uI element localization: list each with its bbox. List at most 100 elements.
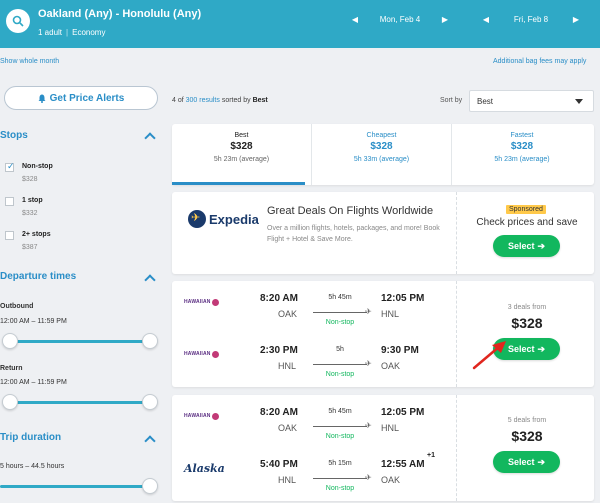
prev-depart-date-button[interactable]: ◀ — [351, 14, 359, 24]
ad-title: Great Deals On Flights Worldwide — [267, 205, 434, 217]
stops-label: Non-stop — [325, 371, 355, 378]
stop-option-label: Non-stop — [22, 163, 53, 170]
expedia-logo: Expedia — [188, 210, 259, 228]
outbound-slider-max-handle[interactable] — [142, 333, 158, 349]
duration-slider-max-handle[interactable] — [142, 478, 158, 494]
chevron-up-icon[interactable] — [144, 274, 156, 286]
results-total-link[interactable]: 300 results — [185, 97, 220, 104]
duration-slider-track[interactable] — [0, 485, 151, 488]
stop-option-label: 2+ stops — [22, 231, 51, 238]
tab-fastest[interactable]: Fastest $328 5h 23m (average) — [452, 124, 592, 185]
return-date[interactable]: Fri, Feb 8 — [513, 14, 549, 24]
trip-duration-range: 5 hours – 44.5 hours — [0, 463, 65, 470]
trip-meta[interactable]: 1 adult | Economy — [38, 28, 105, 37]
return-slider-min-handle[interactable] — [2, 394, 18, 410]
expedia-brand: Expedia — [209, 211, 259, 227]
price-alerts-button[interactable]: Get Price Alerts — [4, 86, 158, 110]
outbound-label: Outbound — [0, 303, 34, 310]
plane-icon: ✈ — [365, 307, 372, 316]
route-line — [313, 312, 367, 313]
results-sorted-text: sorted by — [219, 97, 253, 104]
return-slider-track[interactable] — [7, 401, 151, 404]
search-button[interactable] — [6, 9, 30, 33]
sort-tabs: Best $328 5h 23m (average) Cheapest $328… — [172, 124, 594, 185]
search-header: Oakland (Any) - Honolulu (Any) 1 adult | E… — [0, 0, 600, 48]
chevron-up-icon[interactable] — [144, 435, 156, 447]
depart-date-picker: ◀ Mon, Feb 4 ▶ — [350, 12, 450, 26]
next-depart-date-button[interactable]: ▶ — [441, 14, 449, 24]
expedia-plane-icon — [188, 210, 206, 228]
sort-select-value: Best — [477, 96, 494, 106]
chevron-up-icon[interactable] — [144, 132, 156, 144]
return-slider-max-handle[interactable] — [142, 394, 158, 410]
tab-price: $328 — [510, 141, 534, 152]
flight-select-button[interactable]: Select ➔ — [493, 451, 560, 473]
next-day-badge: +1 — [427, 452, 435, 459]
prev-return-date-button[interactable]: ◀ — [482, 14, 490, 24]
tab-cheapest[interactable]: Cheapest $328 5h 33m (average) — [312, 124, 452, 185]
route-title[interactable]: Oakland (Any) - Honolulu (Any) — [38, 8, 202, 20]
deals-count: 5 deals from — [507, 417, 547, 424]
departure-times-title[interactable]: Departure times — [0, 271, 77, 282]
stop-option-price: $332 — [22, 210, 38, 217]
flight-result-card[interactable]: HAWAIIAN 8:20 AM OAK 5h 45m ✈ Non-stop 1… — [172, 281, 594, 387]
flight-duration: 5h 15m — [328, 460, 352, 467]
arrow-right-icon: ➔ — [537, 343, 546, 354]
airline-name: Alaska — [184, 461, 225, 475]
annotation-arrow-icon — [472, 341, 506, 370]
flight-price: $328 — [511, 315, 543, 331]
results-summary: 4 of 300 results sorted by Best — [172, 97, 268, 104]
airline-name: HAWAIIAN — [184, 413, 211, 419]
flight-duration: 5h — [336, 346, 344, 353]
depart-time: 2:30 PM — [260, 345, 298, 356]
depart-airport: OAK — [278, 309, 298, 319]
return-label: Return — [0, 365, 23, 372]
depart-airport: HNL — [278, 361, 297, 371]
show-whole-month-link[interactable]: Show whole month — [0, 58, 60, 65]
card-divider — [456, 192, 457, 274]
flight-leg-return: Alaska 5:40 PM HNL 5h 15m ✈ Non-stop 12:… — [172, 451, 456, 501]
checkbox-1-stop[interactable] — [5, 197, 14, 206]
sponsored-badge: Sponsored — [506, 205, 546, 214]
stops-label: Non-stop — [325, 319, 355, 326]
tab-best[interactable]: Best $328 5h 23m (average) — [172, 124, 312, 185]
stops-label: Non-stop — [325, 433, 355, 440]
depart-date[interactable]: Mon, Feb 4 — [379, 14, 421, 24]
travelers-count: 1 adult — [38, 28, 63, 37]
card-divider — [456, 281, 457, 387]
stop-option-label: 1 stop — [22, 197, 43, 204]
checkbox-nonstop[interactable] — [5, 161, 15, 172]
hawaiian-airlines-logo: HAWAIIAN — [184, 295, 220, 309]
card-divider — [456, 395, 457, 501]
hawaiian-badge-icon — [211, 412, 219, 420]
sort-select[interactable]: Best — [469, 90, 594, 112]
chevron-down-icon — [575, 99, 583, 104]
deals-count: 3 deals from — [507, 304, 547, 311]
alaska-airlines-logo: Alaska — [184, 461, 225, 475]
stops-filter-title[interactable]: Stops — [0, 130, 28, 141]
flight-price: $328 — [511, 428, 543, 444]
trip-duration-title[interactable]: Trip duration — [0, 432, 62, 443]
hawaiian-airlines-logo: HAWAIIAN — [184, 347, 220, 361]
arrive-time: 9:30 PM — [381, 345, 419, 356]
hawaiian-airlines-logo: HAWAIIAN — [184, 409, 220, 423]
ad-select-button[interactable]: Select ➔ — [493, 235, 560, 257]
arrow-right-icon: ➔ — [537, 240, 546, 251]
select-label: Select — [507, 457, 535, 467]
flight-select-button[interactable]: Select ➔ — [493, 338, 560, 360]
next-return-date-button[interactable]: ▶ — [572, 14, 580, 24]
ad-description: Over a million flights, hotels, packages… — [267, 225, 440, 243]
depart-time: 5:40 PM — [260, 459, 298, 470]
bag-fees-link[interactable]: Additional bag fees may apply — [493, 58, 587, 65]
plane-icon: ✈ — [365, 359, 372, 368]
flight-result-card[interactable]: HAWAIIAN 8:20 AM OAK 5h 45m ✈ Non-stop 1… — [172, 395, 594, 501]
outbound-slider-min-handle[interactable] — [2, 333, 18, 349]
checkbox-2-stops[interactable] — [5, 231, 14, 240]
expedia-ad-card[interactable]: Expedia Great Deals On Flights Worldwide… — [172, 192, 594, 274]
stops-label: Non-stop — [325, 485, 355, 492]
plane-icon: ✈ — [365, 473, 372, 482]
outbound-slider-track[interactable] — [7, 340, 151, 343]
results-sorted-by: Best — [252, 97, 268, 104]
flight-duration: 5h 45m — [328, 408, 352, 415]
results-of-text: of — [175, 97, 186, 104]
